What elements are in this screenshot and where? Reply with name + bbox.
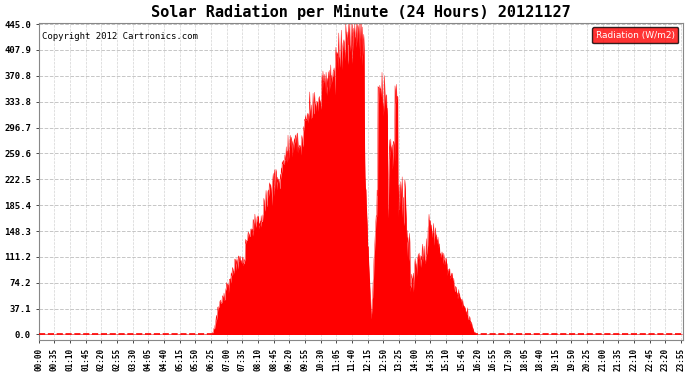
Legend: Radiation (W/m2): Radiation (W/m2) [592,27,678,44]
Title: Solar Radiation per Minute (24 Hours) 20121127: Solar Radiation per Minute (24 Hours) 20… [151,4,571,20]
Text: Copyright 2012 Cartronics.com: Copyright 2012 Cartronics.com [42,32,198,41]
